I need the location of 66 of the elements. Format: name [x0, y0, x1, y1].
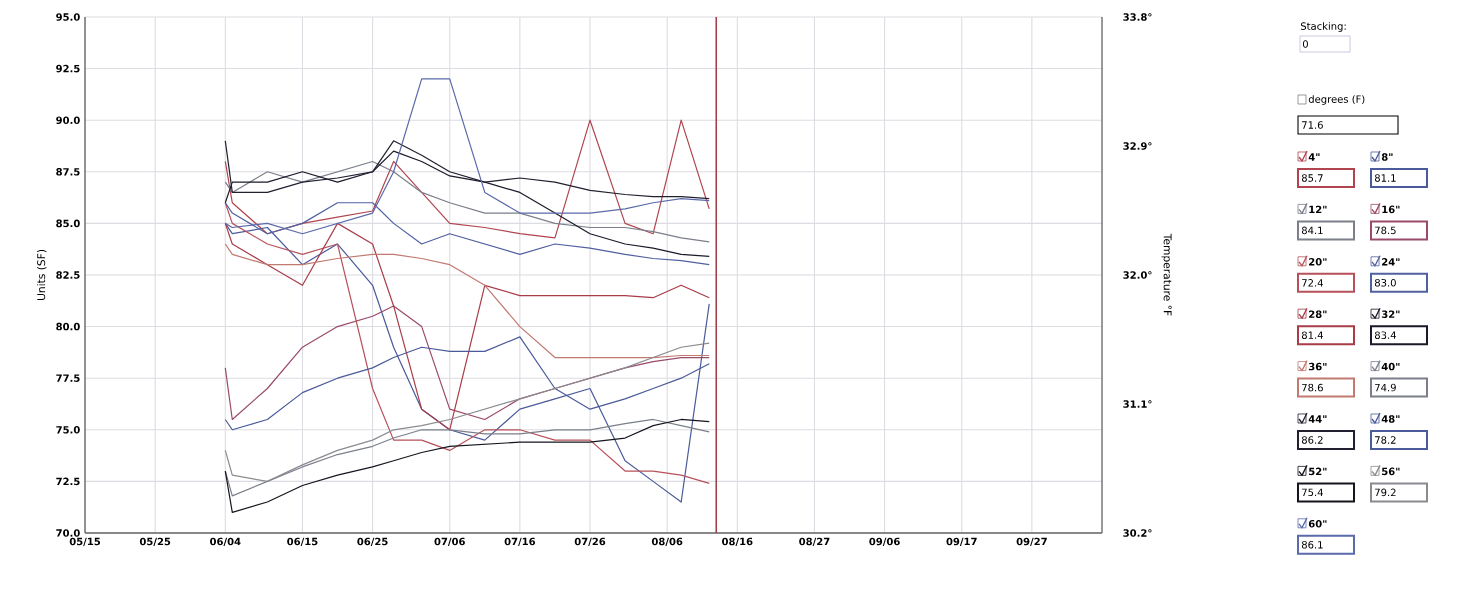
legend-label: 20" [1309, 258, 1327, 266]
text: 84.1 [1301, 226, 1323, 235]
text: 78.2 [1375, 436, 1396, 444]
text: 0 [1302, 40, 1308, 48]
legend-label: 44" [1308, 415, 1327, 423]
x-tick-label: 08/06 [651, 537, 683, 547]
text: 72.4 [1302, 279, 1323, 287]
y2-tick-label: 32.9° [1123, 142, 1152, 150]
text: 83.0 [1374, 279, 1396, 287]
x-tick-label: 09/17 [946, 537, 977, 547]
x-tick-label: 07/26 [574, 537, 606, 547]
text: 85.7 [1301, 174, 1323, 182]
y-tick-label: 80.0 [56, 322, 80, 331]
y-tick-label: 90.0 [56, 116, 80, 124]
text: 71.6 [1302, 121, 1323, 129]
y-tick-label: 95.0 [56, 13, 80, 21]
text: 79.2 [1375, 488, 1396, 497]
y-tick-label: 92.5 [56, 64, 80, 73]
legend-label: 52" [1309, 467, 1327, 476]
y2-tick-label: 32.0° [1123, 271, 1152, 279]
text: 83.4 [1374, 331, 1396, 339]
y-tick-label: 77.5 [56, 374, 80, 382]
legend-label: 32" [1381, 310, 1400, 318]
x-tick-label: 05/25 [139, 537, 171, 547]
x-tick-label: 06/25 [357, 537, 388, 547]
x-tick-label: 06/15 [287, 537, 318, 547]
y2-tick-label: 33.8° [1123, 13, 1152, 21]
text: 86.2 [1301, 436, 1323, 444]
text: 81.4 [1301, 331, 1323, 339]
text: 75.4 [1302, 488, 1323, 497]
legend-label: 56" [1382, 467, 1400, 476]
y-tick-label: 75.0 [56, 426, 80, 434]
legend-label: 24" [1382, 258, 1400, 266]
text: Stacking: [1300, 22, 1346, 32]
y-tick-label: 72.5 [56, 477, 80, 486]
x-tick-label: 09/27 [1016, 537, 1047, 547]
text: 78.6 [1302, 383, 1323, 392]
x-tick-label: 08/16 [722, 537, 753, 547]
legend-label: 4" [1308, 153, 1320, 161]
legend-label: 8" [1381, 153, 1393, 161]
text: 81.1 [1374, 174, 1396, 182]
x-tick-label: 05/15 [69, 537, 101, 547]
text: 78.5 [1375, 226, 1396, 235]
x-tick-label: 08/27 [799, 537, 830, 547]
y2-axis-title: Temperature °F [1161, 233, 1172, 316]
x-tick-label: 07/16 [504, 537, 536, 547]
y-axis-title: Units (SF) [36, 249, 47, 301]
legend-label: 40" [1381, 362, 1400, 371]
legend-label: 48" [1381, 415, 1400, 423]
text: degrees (F) [1308, 95, 1365, 105]
legend-label: 60" [1308, 520, 1327, 528]
x-tick-label: 07/06 [434, 537, 465, 547]
legend-label: 28" [1309, 310, 1327, 318]
text: 86.1 [1301, 541, 1323, 549]
y-tick-label: 87.5 [56, 168, 80, 176]
y-tick-label: 82.5 [56, 271, 80, 279]
legend-label: 16" [1382, 205, 1400, 214]
y2-tick-label: 30.2° [1123, 529, 1152, 537]
legend-label: 36" [1308, 362, 1327, 371]
text: 74.9 [1375, 383, 1396, 392]
y-tick-label: 70.0 [56, 529, 80, 537]
legend-label: 12" [1309, 205, 1327, 214]
x-tick-label: 06/04 [210, 537, 241, 547]
y-tick-label: 85.0 [56, 219, 80, 228]
y2-tick-label: 31.1° [1123, 400, 1152, 408]
x-tick-label: 09/06 [869, 537, 900, 547]
